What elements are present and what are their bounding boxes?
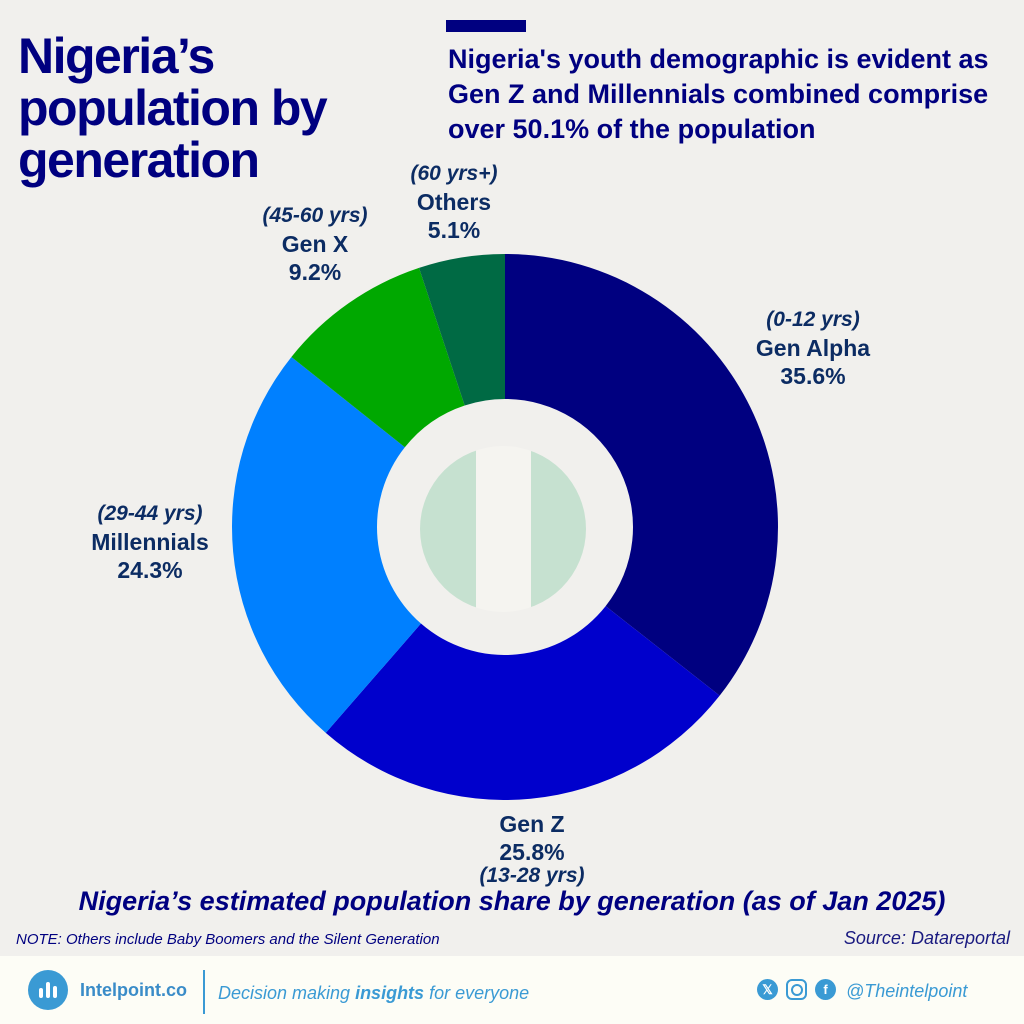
x-icon[interactable]: 𝕏 bbox=[757, 979, 778, 1000]
slice-age: (60 yrs+) bbox=[410, 162, 498, 185]
label-gen-alpha: (0-12 yrs) Gen Alpha 35.6% bbox=[756, 306, 870, 390]
slice-label: Gen Z bbox=[499, 811, 565, 837]
slice-gen-x bbox=[291, 267, 465, 448]
label-millennials: (29-44 yrs) Millennials 24.3% bbox=[91, 500, 209, 584]
slice-value: 25.8% bbox=[499, 839, 565, 865]
label-gen-x: (45-60 yrs) Gen X 9.2% bbox=[262, 202, 367, 286]
slice-gen-z bbox=[325, 606, 720, 801]
intelpoint-logo-icon bbox=[28, 970, 68, 1010]
footer: Intelpoint.co Decision making insights f… bbox=[0, 956, 1024, 1024]
slice-age: (13-28 yrs) bbox=[479, 864, 585, 887]
page-title: Nigeria’s population by generation bbox=[18, 28, 328, 188]
slice-value: 35.6% bbox=[780, 363, 846, 389]
slice-age: (0-12 yrs) bbox=[766, 308, 860, 331]
slice-gen-alpha bbox=[505, 254, 778, 696]
slice-value: 24.3% bbox=[117, 557, 183, 583]
slice-value: 9.2% bbox=[288, 259, 342, 285]
brand-name[interactable]: Intelpoint.co bbox=[80, 980, 187, 1000]
social-icons: 𝕏 f bbox=[757, 979, 836, 1000]
slice-label: Gen X bbox=[281, 231, 349, 257]
accent-bar bbox=[446, 20, 526, 32]
source: Source: Datareportal bbox=[843, 928, 1010, 948]
facebook-icon[interactable]: f bbox=[815, 979, 836, 1000]
social-handle[interactable]: @Theintelpoint bbox=[846, 981, 968, 1001]
nigeria-flag-icon bbox=[420, 446, 586, 612]
label-gen-z: Gen Z 25.8% (13-28 yrs) bbox=[479, 810, 584, 886]
tagline: Decision making insights for everyone bbox=[218, 983, 529, 1004]
slice-value: 5.1% bbox=[427, 217, 481, 243]
divider bbox=[203, 970, 205, 1014]
tagline-bold: insights bbox=[355, 983, 425, 1003]
label-others: (60 yrs+) Others 5.1% bbox=[411, 160, 498, 244]
chart-subtitle: Nigeria’s estimated population share by … bbox=[78, 886, 946, 916]
slice-label: Gen Alpha bbox=[755, 335, 871, 361]
tagline-text: for everyone bbox=[424, 983, 530, 1003]
slice-age: (45-60 yrs) bbox=[262, 204, 368, 227]
instagram-icon[interactable] bbox=[786, 979, 807, 1000]
tagline-text: Decision making bbox=[218, 983, 356, 1003]
slice-millennials bbox=[232, 356, 421, 733]
slice-others bbox=[419, 254, 505, 406]
headline: Nigeria's youth demographic is evident a… bbox=[448, 44, 989, 144]
slice-label: Others bbox=[416, 189, 492, 215]
note: NOTE: Others include Baby Boomers and th… bbox=[16, 931, 440, 948]
slice-label: Millennials bbox=[91, 529, 209, 555]
slice-age: (29-44 yrs) bbox=[97, 502, 203, 525]
